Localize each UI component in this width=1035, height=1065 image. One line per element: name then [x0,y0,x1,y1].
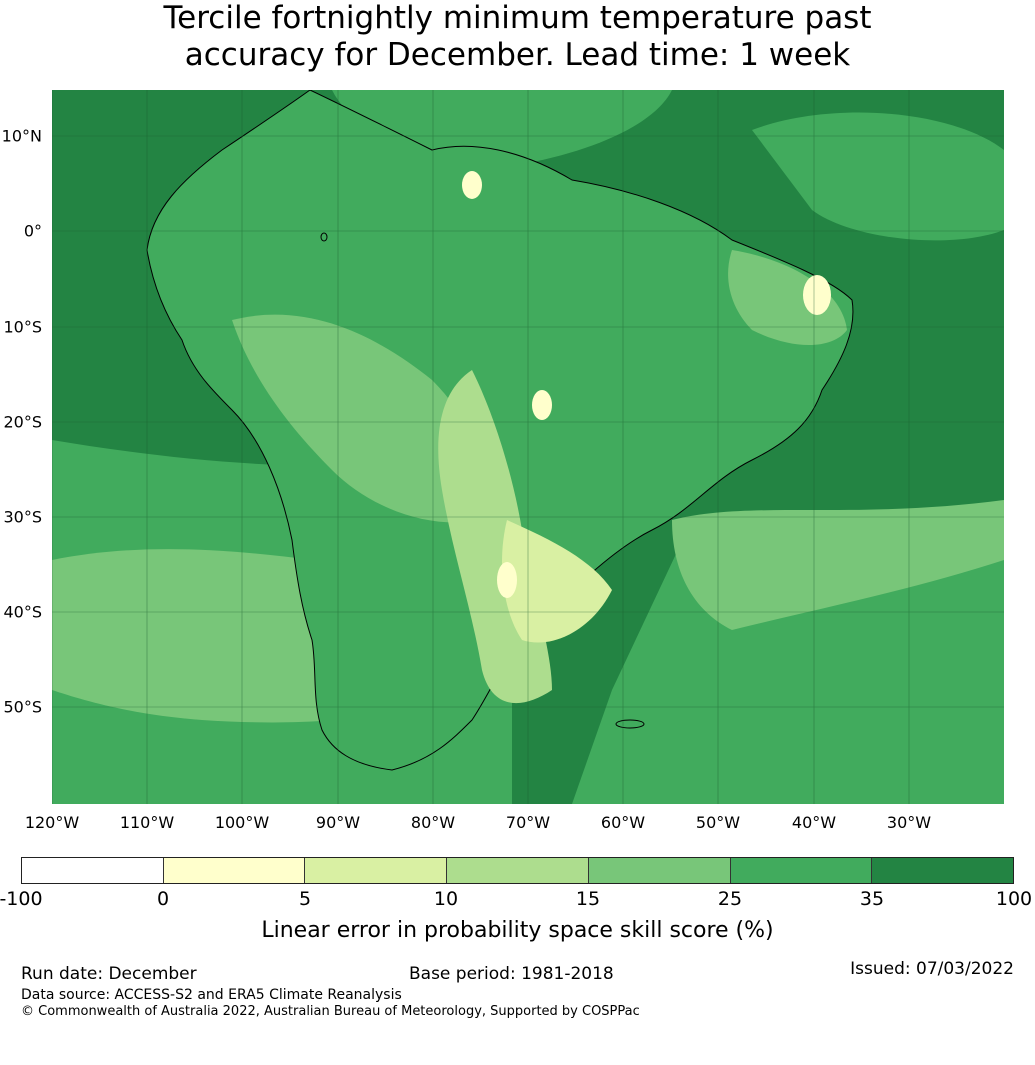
colorbar-segment [305,858,448,883]
colorbar-label: Linear error in probability space skill … [261,918,774,943]
lon-label: 120°W [24,813,80,832]
lat-label: 0° [23,221,42,241]
colorbar-segment [163,858,306,883]
atlantic-light-band [672,500,1004,630]
lat-label: 50°S [3,697,42,717]
colorbar [21,857,1014,884]
ne-brazil-light-zone [728,250,847,345]
colorbar-tick: -100 [0,888,43,910]
data-source: Data source: ACCESS-S2 and ERA5 Climate … [21,987,402,1003]
lat-label: 40°S [3,602,42,622]
lat-label: 20°S [3,412,42,432]
title-line-1: Tercile fortnightly minimum temperature … [163,0,872,36]
lon-label: 80°W [410,813,456,832]
lon-label: 30°W [886,813,932,832]
lon-label: 110°W [119,813,175,832]
issued-date: Issued: 07/03/2022 [850,959,1014,979]
title-line-2: accuracy for December. Lead time: 1 week [184,37,851,73]
lat-label: 10°S [3,317,42,337]
chart-title: Tercile fortnightly minimum temperature … [0,0,1035,74]
lon-label: 60°W [600,813,646,832]
amazon-light-zone [232,314,485,523]
lat-label: 10°N [1,126,42,146]
lon-label: 70°W [505,813,551,832]
colorbar-segment [872,858,1014,883]
south-atlantic-region [572,520,1004,804]
ne-brazil-hotspot [803,275,831,315]
colorbar-tick: 5 [298,888,312,910]
colorbar-tick: 25 [717,888,743,910]
falkland-islands [615,719,645,729]
colorbar-tick: 0 [156,888,170,910]
run-date: Run date: December [21,964,197,984]
skill-score-map [52,90,1004,804]
galapagos-island [320,232,328,242]
lon-label: 100°W [214,813,270,832]
lat-label: 30°S [3,507,42,527]
colorbar-tick: 100 [995,888,1033,910]
colorbar-tick: 15 [575,888,601,910]
north-atlantic-patch [752,112,1004,241]
colorbar-tick: 35 [859,888,885,910]
colorbar-segment [22,858,164,883]
lon-label: 50°W [695,813,741,832]
lon-label: 90°W [315,813,361,832]
colorbar-tick: 10 [433,888,459,910]
colorbar-segment [730,858,873,883]
colorbar-segment [588,858,731,883]
chile-hotspot [497,562,517,598]
lon-label: 40°W [791,813,837,832]
colorbar-segment [447,858,589,883]
copyright: © Commonwealth of Australia 2022, Austra… [21,1004,640,1019]
base-period: Base period: 1981-2018 [409,964,614,984]
bolivia-hotspot [532,390,552,420]
graticule [52,90,1004,804]
andes-north-hotspot [462,171,482,199]
